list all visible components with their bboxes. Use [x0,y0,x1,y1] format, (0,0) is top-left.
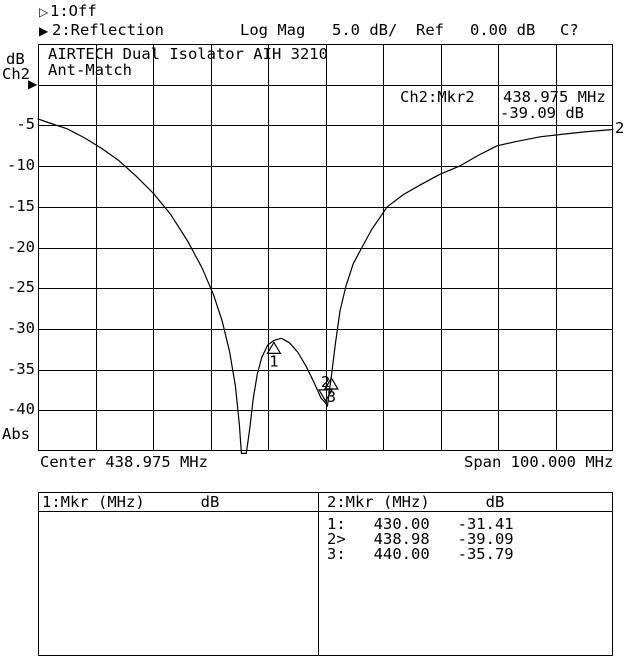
plot-title-line2: Ant-Match [48,61,132,79]
active-marker-frequency: 438.975 MHz [503,88,606,106]
channel1-selector-icon: ▷ [39,5,49,19]
marker-table-divider [318,493,319,655]
channel-label: Ch2 [2,65,30,83]
trace-number-label: 2 [615,119,625,137]
marker-2-number: 2 [321,373,330,391]
channel1-state: 1:Off [50,2,97,20]
trace-format: Log Mag [240,21,306,39]
channel2-state: 2:Reflection [52,21,164,39]
scale-per-div: 5.0 dB/ [332,21,398,39]
abs-scale-label: Abs [2,425,30,443]
ref-level-arrow-icon: ▶ [28,77,38,91]
marker-table-row: 1: 430.00 -31.41 [327,515,514,533]
y-tick-label: -35 [7,359,35,378]
y-tick-label: -40 [7,400,35,419]
plot-title-line1: AIRTECH Dual Isolator AIH 3210 [48,45,328,63]
channel2-selector-icon: ▶ [39,24,49,38]
marker-1-symbol [266,341,282,354]
y-tick-label: -10 [7,156,35,175]
cal-status: C? [560,21,579,39]
y-tick-label: -15 [7,196,35,215]
ref-label: Ref [416,21,444,39]
x-axis-center-label: Center 438.975 MHz [40,453,208,471]
y-tick-label: -20 [7,237,35,256]
marker-3-number: 3 [327,388,336,406]
active-marker-level: -39.09 dB [500,104,584,122]
marker-table-header-separator [39,511,612,512]
marker-table [38,492,613,656]
marker-table-row: 3: 440.00 -35.79 [327,545,514,563]
marker-2-symbol [317,389,334,403]
marker-3-symbol [323,376,339,390]
marker-1-number: 1 [269,352,278,370]
marker-table-row: 2> 438.98 -39.09 [327,530,514,548]
reflection-trace [37,118,614,454]
marker-table-ch2-rows: 1: 430.00 -31.41 2> 438.98 -39.09 3: 440.0… [327,515,514,563]
marker-table-ch2-header: 2:Mkr (MHz) dB [327,493,505,511]
x-axis-span-label: Span 100.000 MHz [464,453,614,471]
graticule [38,44,613,451]
ref-value: 0.00 dB [470,21,536,39]
y-tick-label: -30 [7,318,35,337]
marker-table-ch1-header: 1:Mkr (MHz) dB [42,493,220,511]
y-tick-label: -5 [16,115,35,134]
active-marker-channel: Ch2:Mkr2 [400,88,475,106]
measurement-plot: 1 23 [37,44,614,454]
y-tick-label: -25 [7,278,35,297]
y-axis-unit: dB [6,50,25,68]
